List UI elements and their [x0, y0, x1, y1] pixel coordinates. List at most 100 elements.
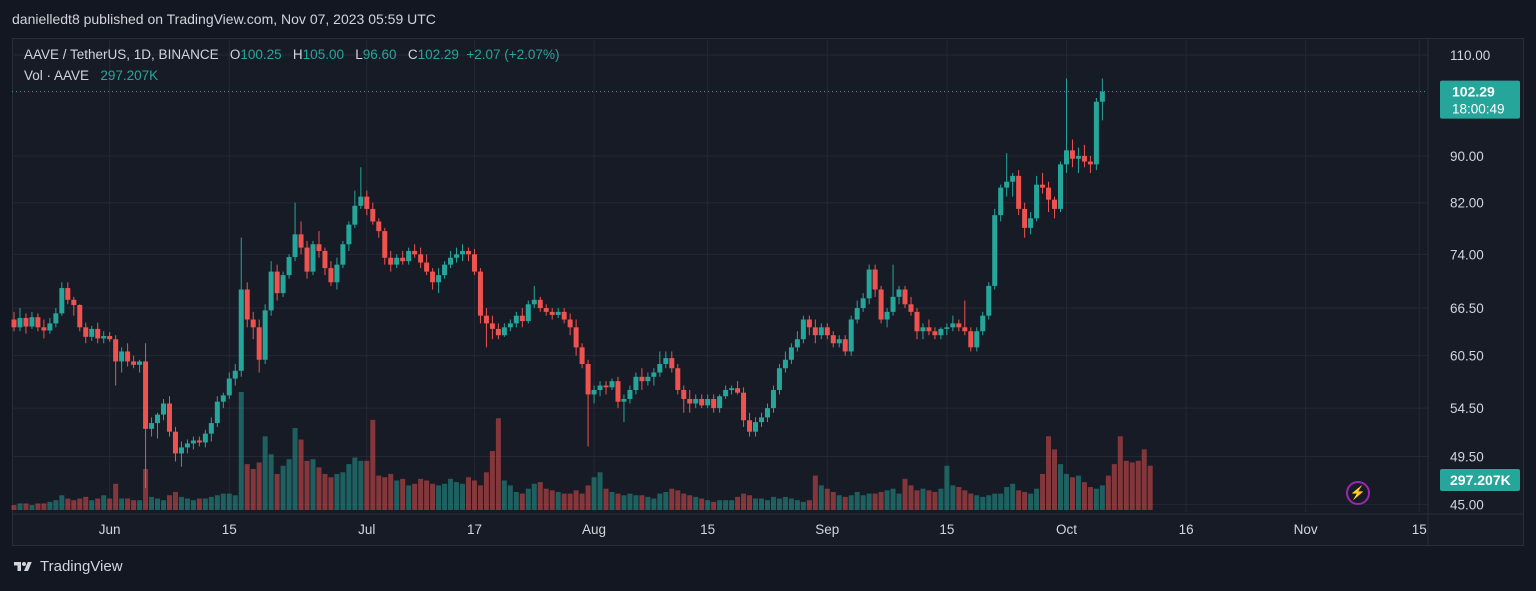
volume-bar: [717, 500, 723, 510]
volume-bar: [1052, 449, 1058, 510]
low-label: L: [355, 47, 363, 62]
candle-body: [214, 401, 220, 424]
candle-body: [1052, 199, 1058, 209]
volume-bar: [226, 493, 232, 510]
candle-body: [89, 328, 95, 337]
volume-bar: [268, 454, 274, 510]
volume-bar: [854, 491, 860, 510]
volume-bar: [418, 478, 424, 510]
volume-bar: [178, 496, 184, 510]
volume-bar: [938, 488, 944, 510]
volume-bar: [477, 485, 483, 510]
y-tick-label: 60.50: [1450, 349, 1484, 364]
volume-bar: [17, 503, 23, 510]
symbol-label[interactable]: AAVE / TetherUS, 1D, BINANCE: [24, 47, 219, 62]
volume-bar: [465, 477, 471, 510]
x-tick-label: 15: [222, 522, 237, 537]
volume-bar: [1040, 473, 1046, 510]
volume-bar: [860, 495, 866, 510]
volume-bar: [298, 439, 304, 510]
volume-bar: [208, 496, 214, 510]
volume-bar: [920, 488, 926, 510]
volume-bar: [1075, 475, 1081, 510]
volume-bar: [262, 436, 268, 510]
volume-bar: [633, 495, 639, 510]
candle-body: [65, 288, 71, 300]
volume-bar: [382, 477, 388, 510]
candle-body: [537, 299, 543, 309]
close-value: 102.29: [417, 47, 459, 62]
volume-bar: [161, 500, 166, 510]
volume-bar: [597, 472, 603, 510]
volume-bar: [119, 498, 125, 510]
low-value: 96.60: [362, 47, 397, 62]
candle-body: [705, 398, 711, 406]
volume-bar: [723, 500, 729, 510]
publish-header: danielledt8 published on TradingView.com…: [0, 0, 1536, 38]
volume-bar: [615, 493, 621, 510]
volume-bar: [244, 464, 250, 510]
candle-body: [681, 389, 687, 399]
volume-bar: [830, 491, 836, 510]
volume-bar: [932, 491, 938, 510]
lightning-icon[interactable]: ⚡: [1346, 481, 1370, 505]
candle-body: [286, 257, 292, 276]
x-tick-label: Jun: [99, 522, 121, 537]
candle-body: [1087, 161, 1093, 165]
candle-body: [836, 339, 842, 344]
candle-body: [208, 423, 214, 434]
volume-bar: [800, 501, 806, 510]
candle-body: [166, 403, 172, 432]
volume-bar: [555, 491, 561, 510]
candle-body: [1022, 208, 1028, 228]
candle-body: [603, 385, 609, 388]
candle-body: [573, 327, 579, 348]
volume-bar: [220, 493, 226, 510]
candle-body: [1099, 91, 1105, 102]
volume-bar: [400, 478, 406, 510]
volume-bar: [788, 498, 794, 510]
candle-body: [585, 363, 591, 395]
volume-label[interactable]: Vol · AAVE: [24, 68, 90, 83]
candle-body: [328, 268, 334, 283]
candle-body: [184, 443, 190, 448]
x-tick-label: 17: [467, 522, 482, 537]
candle-body: [322, 250, 328, 269]
candle-body: [29, 317, 35, 327]
candle-body: [878, 289, 884, 320]
candle-body: [986, 285, 992, 316]
volume-bar: [65, 498, 71, 510]
volume-bar: [986, 495, 992, 510]
volume-bar: [352, 457, 358, 510]
chart-legend: AAVE / TetherUS, 1D, BINANCE O100.25 H10…: [24, 46, 559, 88]
candle-body: [926, 327, 932, 332]
volume-bar: [1141, 449, 1147, 510]
volume-bar: [113, 483, 119, 510]
volume-bar: [364, 460, 370, 510]
price-badge-value: 102.29: [1452, 84, 1495, 100]
tradingview-logo-icon: [14, 561, 32, 571]
volume-bar: [77, 498, 83, 510]
volume-bar: [107, 498, 113, 510]
volume-bar: [776, 498, 782, 510]
candle-body: [471, 254, 477, 272]
volume-bar: [872, 493, 878, 510]
candle-body: [334, 264, 340, 283]
candle-body: [424, 262, 430, 272]
volume-bar: [902, 478, 908, 510]
volume-bar: [256, 462, 262, 510]
candle-body: [507, 323, 513, 328]
volume-bar: [753, 498, 759, 510]
volume-bar: [1111, 464, 1117, 510]
brand-name: TradingView: [40, 558, 123, 575]
volume-bar: [543, 488, 549, 510]
candle-body: [759, 417, 764, 423]
volume-bar: [627, 493, 633, 510]
candle-body: [591, 389, 597, 395]
candle-body: [137, 361, 143, 365]
candle-body: [657, 363, 663, 373]
volume-bar: [460, 483, 465, 510]
candle-body: [418, 254, 424, 263]
candle-body: [884, 311, 890, 320]
